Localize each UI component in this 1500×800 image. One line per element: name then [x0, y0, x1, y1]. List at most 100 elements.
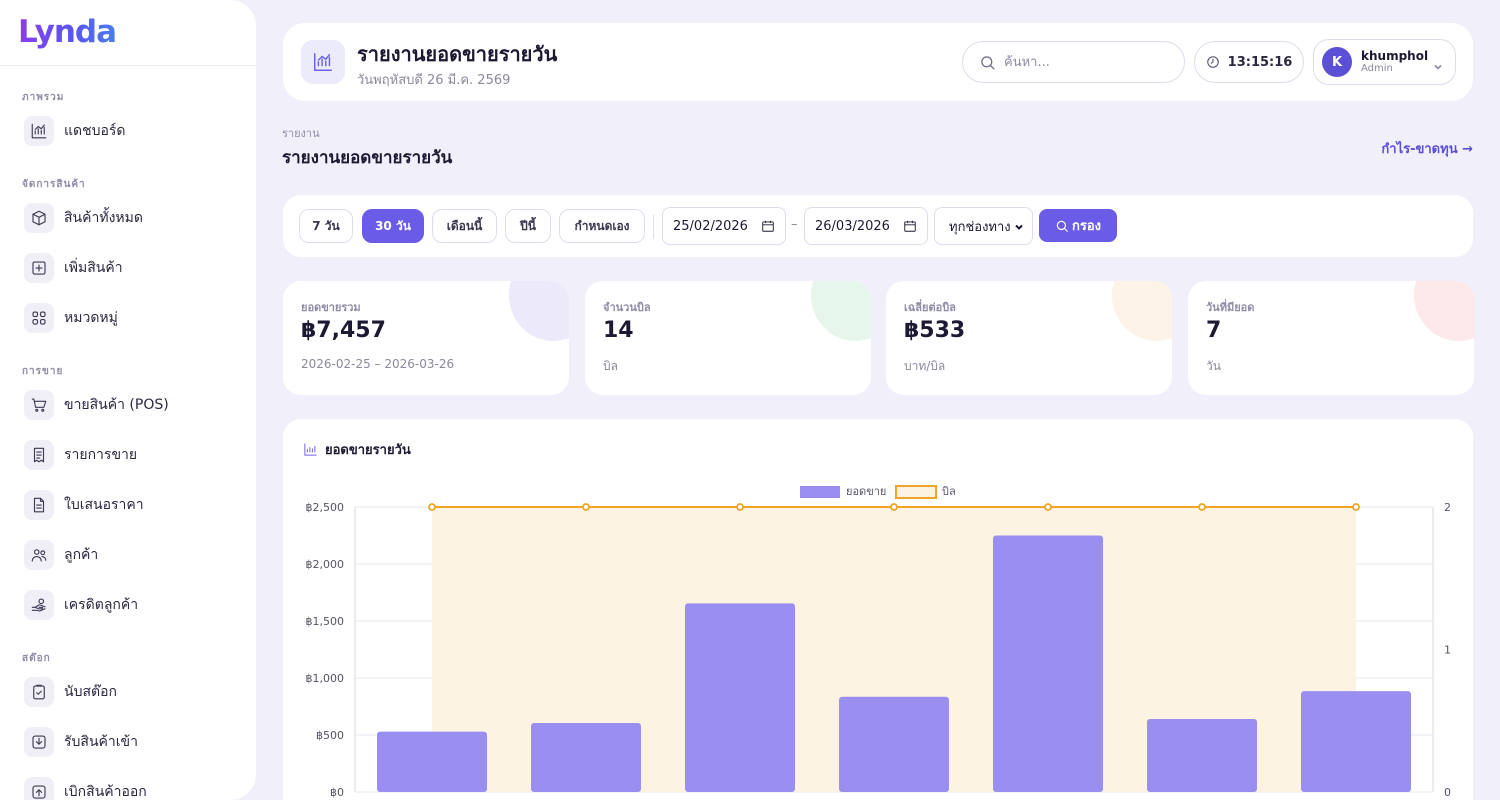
hand-coin-icon [24, 590, 54, 620]
user-name: khumphol [1361, 50, 1428, 63]
daily-sales-chart-card: ยอดขายรายวัน ฿0 ฿500 ฿1,000 ฿1,500 ฿2,000 ฿2,… [283, 419, 1473, 800]
sales-bar [685, 603, 795, 792]
stat-subtext: บาท/บิล [904, 357, 945, 376]
chart-icon [24, 116, 54, 146]
report-chart-icon [301, 40, 345, 84]
top-header: รายงานยอดขายรายวัน วันพฤหัสบดี 26 มี.ค. … [283, 23, 1473, 101]
search-input[interactable] [1004, 55, 1164, 70]
decorative-circle [509, 281, 569, 341]
sidebar-item[interactable]: รายการขาย [0, 430, 256, 480]
stat-subtext: วัน [1206, 357, 1221, 376]
clock-time: 13:15:16 [1228, 55, 1293, 70]
range-chip[interactable]: 7 วัน [299, 209, 353, 243]
sidebar-nav: ภาพรวม แดชบอร์ดจัดการสินค้า สินค้าทั้งหม… [0, 66, 256, 800]
receipt-icon [24, 440, 54, 470]
daily-sales-chart: ฿0 ฿500 ฿1,000 ฿1,500 ฿2,000 ฿2,500 0 1 2 ยอดขาย บ… [283, 419, 1473, 800]
filter-button[interactable]: กรอง [1039, 209, 1117, 242]
clock: 13:15:16 [1194, 41, 1304, 83]
sidebar-item[interactable]: รับสินค้าเข้า [0, 717, 256, 767]
date-to-input[interactable]: 26/03/2026 [804, 207, 928, 245]
bills-point [1199, 504, 1205, 510]
sidebar-item-label: แดชบอร์ด [64, 120, 126, 142]
stat-card: จำนวนบิล 14 บิล [585, 281, 871, 395]
stat-subtext: 2026-02-25 – 2026-03-26 [301, 357, 454, 371]
users-icon [24, 540, 54, 570]
sidebar-item[interactable]: ลูกค้า [0, 530, 256, 580]
avatar: K [1322, 47, 1352, 77]
sidebar-item[interactable]: ขายสินค้า (POS) [0, 380, 256, 430]
y-left-tick-label: ฿1,500 [306, 615, 345, 628]
stat-card: เฉลี่ยต่อบิล ฿533 บาท/บิล [886, 281, 1172, 395]
sidebar-item[interactable]: นับสต๊อก [0, 667, 256, 717]
y-left-tick-label: ฿500 [316, 729, 344, 742]
bills-point [891, 504, 897, 510]
channel-value: ทุกช่องทาง [949, 216, 1011, 237]
document-icon [24, 490, 54, 520]
sidebar-item-label: ลูกค้า [64, 544, 98, 566]
y-left-tick-label: ฿0 [330, 786, 344, 799]
user-role: Admin [1361, 63, 1428, 74]
sidebar-item-label: สินค้าทั้งหมด [64, 207, 143, 229]
sidebar-item[interactable]: หมวดหมู่ [0, 293, 256, 343]
decorative-circle [811, 281, 871, 341]
sidebar-item-label: หมวดหมู่ [64, 307, 118, 329]
box-icon [24, 203, 54, 233]
legend-label-bills: บิล [942, 485, 956, 498]
sidebar-section-title: ภาพรวม [0, 90, 256, 106]
date-to-value: 26/03/2026 [815, 219, 890, 234]
sidebar-item-label: ใบเสนอราคา [64, 494, 144, 516]
cart-icon [24, 390, 54, 420]
logo[interactable]: Lynda [0, 0, 256, 66]
bills-point [1045, 504, 1051, 510]
sidebar-item-label: ขายสินค้า (POS) [64, 394, 169, 416]
sidebar-item[interactable]: สินค้าทั้งหมด [0, 193, 256, 243]
page-heading: รายงานยอดขายรายวัน [357, 38, 557, 70]
range-chip[interactable]: ปีนี้ [505, 209, 551, 243]
stat-card: ยอดขายรวม ฿7,457 2026-02-25 – 2026-03-26 [283, 281, 569, 395]
legend-label-sales: ยอดขาย [846, 485, 886, 498]
range-chip[interactable]: กำหนดเอง [559, 209, 645, 243]
divider [653, 215, 654, 239]
breadcrumb[interactable]: รายงาน [282, 124, 320, 142]
page-title: รายงานยอดขายรายวัน [282, 144, 452, 171]
user-menu[interactable]: K khumphol Admin [1313, 39, 1456, 85]
sidebar-item-label: เพิ่มสินค้า [64, 257, 123, 279]
sidebar: Lynda ภาพรวม แดชบอร์ดจัดการสินค้า สินค้า… [0, 0, 256, 800]
search-box[interactable] [962, 41, 1185, 83]
decorative-circle [1414, 281, 1474, 341]
date-from-value: 25/02/2026 [673, 219, 748, 234]
sidebar-item[interactable]: เบิกสินค้าออก [0, 767, 256, 800]
sales-bar [993, 536, 1103, 793]
sidebar-spacer [0, 630, 256, 651]
range-chip[interactable]: เดือนนี้ [432, 209, 497, 243]
sidebar-item[interactable]: เครดิตลูกค้า [0, 580, 256, 630]
y-left-tick-label: ฿1,000 [306, 672, 345, 685]
sales-bar [839, 697, 949, 792]
channel-select[interactable]: ทุกช่องทาง [934, 207, 1033, 245]
bills-point [429, 504, 435, 510]
stat-value: 7 [1206, 318, 1221, 343]
filter-bar: 7 วัน 30 วัน เดือนนี้ ปีนี้ กำหนดเอง 25/02/2… [283, 195, 1473, 257]
date-separator: – [791, 217, 798, 232]
date-from-input[interactable]: 25/02/2026 [662, 207, 786, 245]
chevron-down-icon [1014, 222, 1024, 232]
calendar-icon[interactable] [761, 219, 775, 233]
sales-bar [1147, 719, 1257, 792]
sidebar-section-title: สต๊อก [0, 651, 256, 667]
calendar-icon[interactable] [903, 219, 917, 233]
sidebar-item[interactable]: ใบเสนอราคา [0, 480, 256, 530]
stat-card: วันที่มียอด 7 วัน [1188, 281, 1474, 395]
profit-loss-link[interactable]: กำไร-ขาดทุน → [1381, 138, 1473, 159]
stat-value: 14 [603, 318, 634, 343]
search-icon [1055, 219, 1069, 233]
range-chip[interactable]: 30 วัน [362, 209, 424, 243]
sidebar-spacer [0, 156, 256, 177]
sidebar-section-title: จัดการสินค้า [0, 177, 256, 193]
stat-label: เฉลี่ยต่อบิล [904, 298, 956, 316]
stat-value: ฿7,457 [301, 318, 386, 343]
stat-subtext: บิล [603, 357, 618, 376]
plus-square-icon [24, 253, 54, 283]
sidebar-item[interactable]: เพิ่มสินค้า [0, 243, 256, 293]
sidebar-item[interactable]: แดชบอร์ด [0, 106, 256, 156]
filter-button-label: กรอง [1072, 215, 1101, 236]
